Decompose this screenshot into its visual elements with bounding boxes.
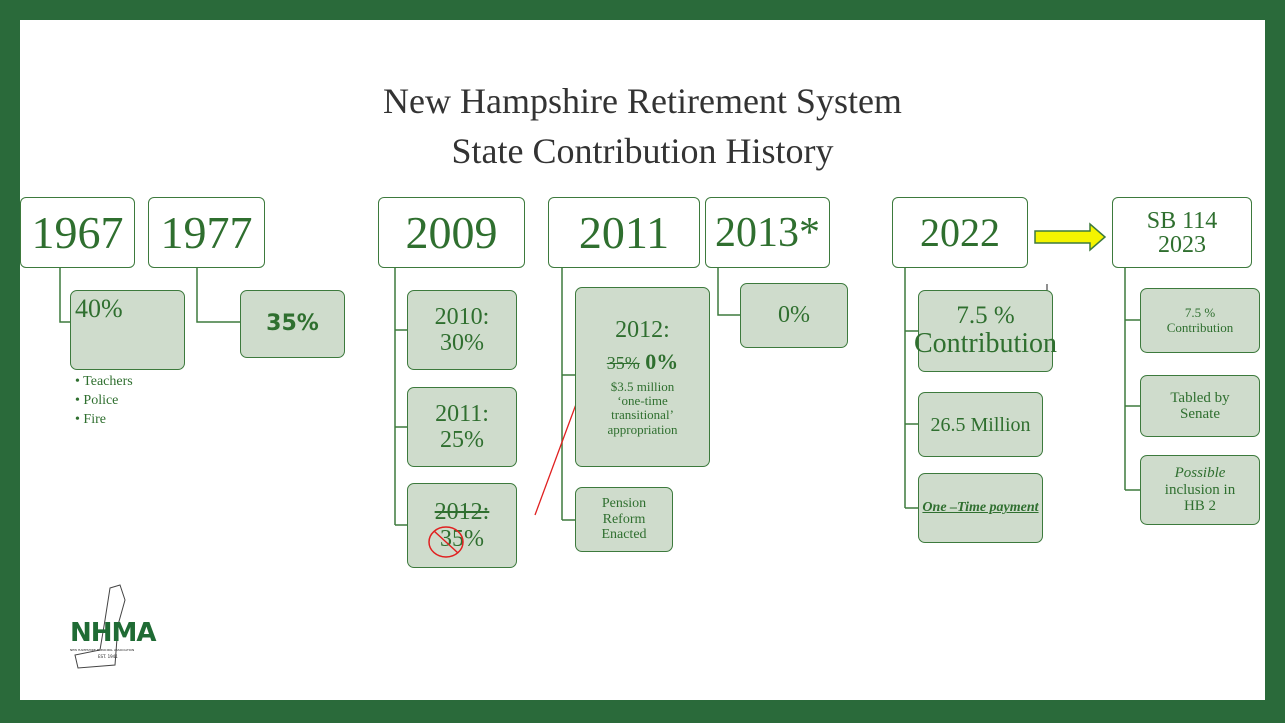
item-text: 25% bbox=[440, 427, 484, 453]
item-box: 2012: 35% 0% $3.5 million ‘one-time transi… bbox=[575, 287, 710, 467]
item-box: 2012: 35% bbox=[407, 483, 517, 568]
item-text: Possible bbox=[1174, 465, 1226, 482]
state-outline bbox=[74, 584, 126, 669]
item-box: 40% bbox=[70, 290, 185, 370]
item-box: 2011: 25% bbox=[407, 387, 517, 467]
year: 2023 bbox=[1158, 231, 1206, 258]
year: 2022 bbox=[920, 209, 1000, 255]
item-box: 26.5 Million bbox=[918, 392, 1043, 457]
title-line: State Contribution History bbox=[451, 131, 834, 171]
year: 2009 bbox=[405, 206, 498, 258]
item-box: 7.5 % Contribution bbox=[914, 290, 1057, 372]
item-text: Reform bbox=[602, 511, 646, 527]
item-text: HB 2 bbox=[1183, 498, 1217, 515]
item-text: Contribution bbox=[913, 328, 1058, 360]
item-box: Pension Reform Enacted bbox=[575, 487, 673, 552]
item-text: transitional’ bbox=[611, 407, 674, 423]
item-text: Enacted bbox=[601, 527, 647, 543]
bullet-text: Teachers bbox=[83, 374, 133, 389]
year: 2011 bbox=[578, 206, 670, 258]
logo-est: EST. 1941 bbox=[98, 654, 118, 659]
logo-name: NHMA bbox=[70, 618, 157, 648]
item-box: 0% bbox=[740, 283, 848, 348]
item-text: 2010: bbox=[434, 303, 490, 330]
item-text: 35% bbox=[266, 310, 319, 336]
bullet-text: Police bbox=[83, 393, 119, 408]
item-text: 0% bbox=[778, 302, 810, 329]
red-circle bbox=[428, 526, 464, 558]
bullet: • Teachers bbox=[75, 374, 133, 389]
item-text: Tabled by bbox=[1170, 389, 1230, 406]
item-text: Senate bbox=[1180, 406, 1220, 422]
item-text: appropriation bbox=[607, 421, 678, 437]
bullet: • Fire bbox=[75, 412, 106, 427]
item-text: 2012: bbox=[615, 317, 670, 344]
item-text: 0% bbox=[645, 348, 679, 374]
year-box: 2011 bbox=[548, 197, 700, 268]
item-text: 7.5 % bbox=[956, 301, 1015, 329]
bullet-text: Fire bbox=[83, 412, 106, 427]
item-box: Tabled by Senate bbox=[1140, 375, 1260, 437]
item-text: 35% bbox=[606, 352, 640, 373]
item-text: $3.5 million bbox=[610, 378, 675, 394]
year: SB 114 bbox=[1146, 207, 1218, 234]
item-box: 7.5 % Contribution bbox=[1140, 288, 1260, 353]
item-text: 30% bbox=[440, 330, 484, 356]
year: 1967 bbox=[31, 206, 124, 258]
logo-subtitle: NEW HAMPSHIRE MUNICIPAL ASSOCIATION bbox=[70, 648, 135, 652]
year-box: SB 114 2023 bbox=[1112, 197, 1252, 268]
item-text: Pension bbox=[601, 496, 647, 512]
yellow-arrow bbox=[1034, 222, 1107, 252]
year: 2013* bbox=[715, 209, 820, 256]
item-text: 40% bbox=[75, 294, 123, 323]
year-box: 1967 bbox=[20, 197, 135, 268]
item-text: 26.5 Million bbox=[930, 413, 1031, 436]
item-box: 35% bbox=[240, 290, 345, 358]
year-box: 2009 bbox=[378, 197, 525, 268]
year: 1977 bbox=[160, 206, 253, 258]
item-text: 2012: bbox=[434, 499, 490, 526]
year-box: 2013* bbox=[705, 197, 830, 268]
item-box: Possible inclusion in HB 2 bbox=[1140, 455, 1260, 525]
item-box: One –Time payment bbox=[918, 473, 1043, 543]
year-box: 1977 bbox=[148, 197, 265, 268]
year-box: 2022 bbox=[892, 197, 1028, 268]
item-box: 2010: 30% bbox=[407, 290, 517, 370]
bullet: • Police bbox=[75, 393, 119, 408]
item-text: 2011: bbox=[435, 400, 489, 427]
title-line: New Hampshire Retirement System bbox=[383, 81, 902, 121]
item-text: ‘one-time bbox=[617, 392, 668, 408]
item-text: One –Time payment bbox=[922, 500, 1039, 516]
item-text: Contribution bbox=[1166, 319, 1234, 335]
item-text: 7.5 % bbox=[1184, 305, 1216, 321]
item-row: 35% 0% bbox=[606, 348, 679, 374]
item-text: inclusion in bbox=[1164, 481, 1236, 498]
